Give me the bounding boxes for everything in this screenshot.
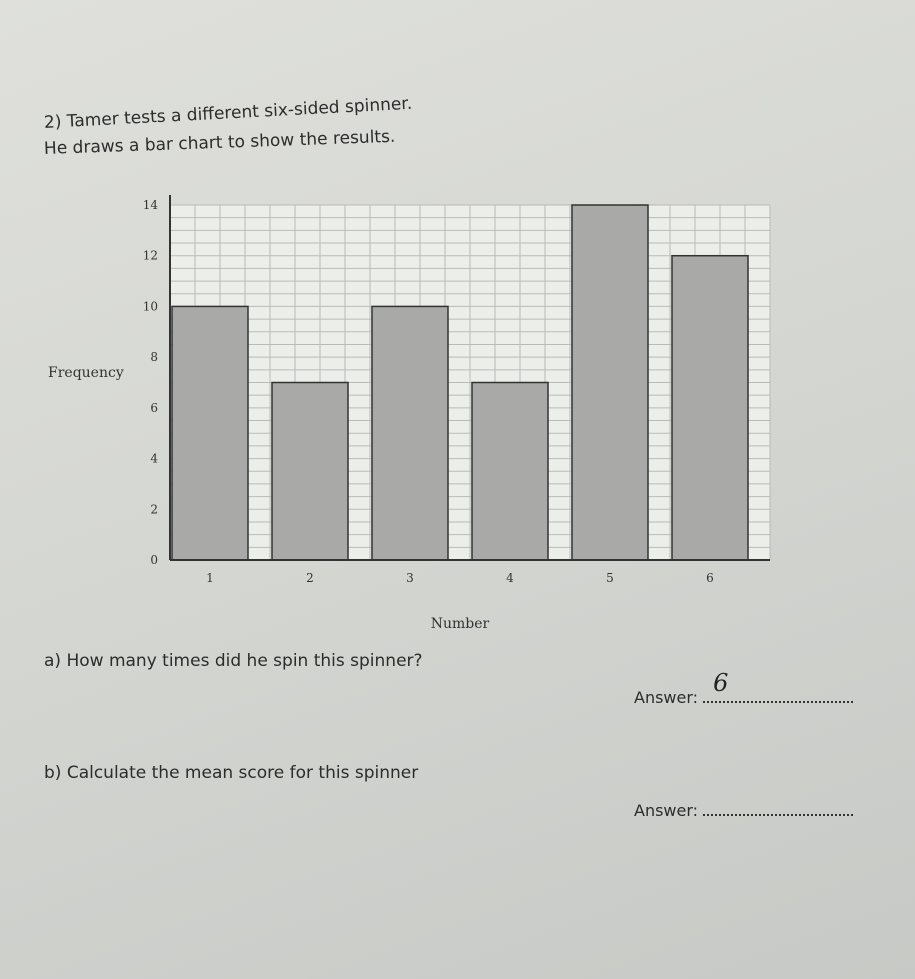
y-axis-label: Frequency (48, 365, 124, 381)
bar-6 (671, 254, 749, 561)
chart-grid (169, 204, 771, 561)
bar-3 (371, 305, 449, 561)
y-tick-label: 10 (143, 299, 158, 313)
bar-5 (571, 204, 649, 561)
x-tick-label: 2 (306, 571, 314, 585)
answer-b-field[interactable] (703, 800, 854, 816)
chart-bars (171, 204, 749, 561)
answer-a-label: Answer: (634, 688, 699, 707)
answer-a-field[interactable]: 6 (703, 669, 854, 703)
y-tick-label: 8 (150, 350, 158, 364)
y-tick-label: 6 (150, 401, 158, 415)
x-tick-label: 1 (206, 571, 214, 585)
answer-a-handwritten: 6 (713, 669, 729, 697)
y-tick-label: 12 (143, 249, 158, 263)
x-tick-label: 3 (406, 571, 414, 585)
question-part-a: a) How many times did he spin this spinn… (44, 651, 423, 671)
answer-b: Answer: (634, 800, 854, 820)
x-tick-label: 6 (706, 571, 714, 585)
y-tick-label: 4 (150, 452, 158, 466)
bar-4 (471, 381, 549, 561)
question-part-b: b) Calculate the mean score for this spi… (44, 763, 419, 783)
x-axis-label: Number (431, 616, 490, 632)
x-tick-label: 4 (506, 571, 514, 585)
y-tick-label: 14 (143, 198, 159, 212)
y-tick-label: 0 (150, 553, 158, 567)
answer-b-label: Answer: (634, 801, 699, 820)
bar-1 (171, 305, 249, 561)
answer-a: Answer: 6 (634, 669, 854, 707)
y-tick-label: 2 (150, 502, 158, 516)
x-tick-label: 5 (606, 571, 614, 585)
bar-2 (271, 381, 349, 561)
